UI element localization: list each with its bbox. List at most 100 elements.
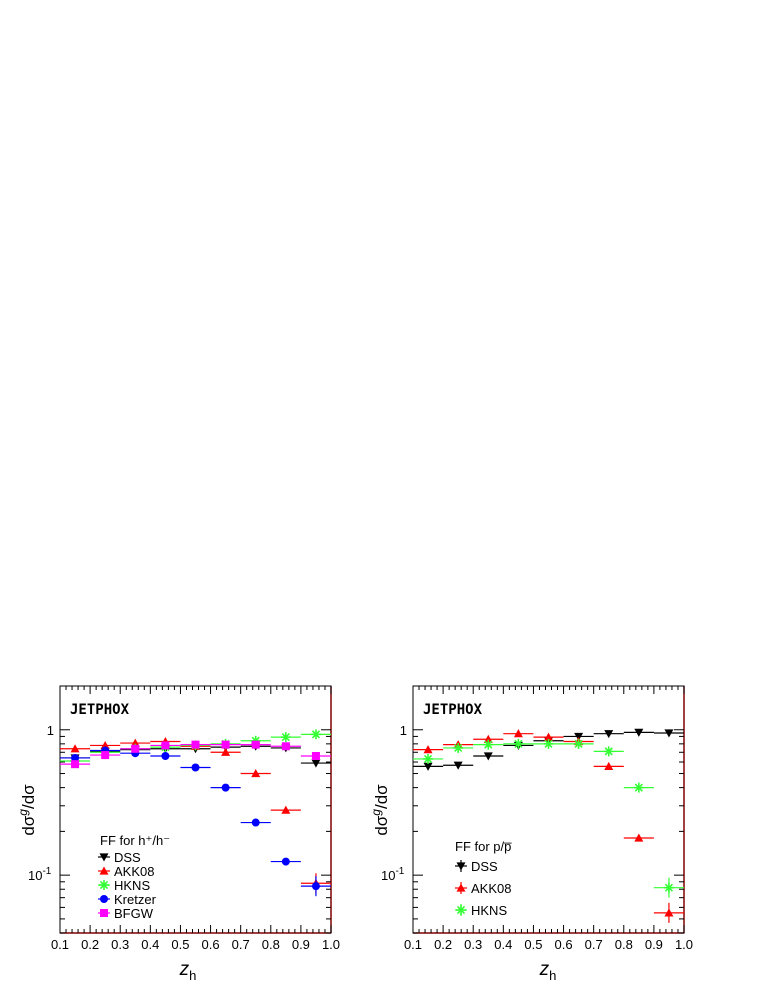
data-point — [100, 740, 110, 750]
data-point — [664, 729, 674, 738]
x-tick-label: 0.7 — [585, 937, 603, 952]
data-point — [161, 751, 170, 760]
x-axis-label: zh — [179, 959, 197, 983]
data-point — [281, 742, 290, 751]
data-point — [634, 833, 644, 842]
data-point — [543, 738, 554, 749]
legend-item-akk08: AKK08 — [455, 881, 511, 896]
legend-label: DSS — [471, 859, 498, 874]
plot-frame — [412, 685, 685, 934]
data-point — [483, 739, 494, 750]
data-point — [131, 744, 140, 753]
x-tick-label: 0.8 — [262, 937, 280, 952]
jetphox-tag: JETPHOX — [70, 702, 130, 718]
x-tick-label: 0.1 — [404, 937, 422, 952]
right-panel: JETPHOX 0.1 0.2 0.3 0.4 0.5 0.6 0.7 0.8 0.9 1.0 1… — [369, 685, 693, 983]
x-tick-label: 0.6 — [202, 937, 220, 952]
data-point — [251, 740, 260, 749]
data-point — [281, 857, 290, 866]
data-point — [634, 728, 644, 737]
y-axis: 10-1 1 — [28, 685, 331, 934]
x-tick-label: 0.2 — [81, 937, 99, 952]
plot-frame — [59, 685, 332, 934]
data-point — [423, 762, 433, 771]
y-tick-label: 10-1 — [28, 866, 52, 883]
y-tick-label: 1 — [400, 723, 407, 738]
x-axis: 0.1 0.2 0.3 0.4 0.5 0.6 0.7 0.8 0.9 1.0 — [51, 686, 340, 952]
legend-item-hkns: HKNS — [98, 878, 150, 893]
data-point — [310, 729, 321, 740]
data-point — [513, 738, 524, 749]
data-point — [191, 740, 200, 749]
x-tick-label: 0.1 — [51, 937, 69, 952]
data-point — [423, 753, 434, 764]
data-point — [574, 732, 584, 741]
x-tick-label: 0.5 — [171, 937, 189, 952]
legend-marker — [100, 895, 108, 903]
data-point — [604, 730, 614, 739]
jetphox-tag: JETPHOX — [423, 702, 483, 718]
data-point — [161, 741, 170, 750]
series-akk08 — [413, 729, 684, 923]
legend-item-dss: DSS — [98, 850, 141, 865]
legend-item-akk08: AKK08 — [98, 864, 154, 879]
x-axis: 0.1 0.2 0.3 0.4 0.5 0.6 0.7 0.8 0.9 1.0 — [404, 686, 693, 952]
x-tick-label: 0.4 — [141, 937, 159, 952]
legend-label: HKNS — [471, 903, 507, 918]
x-tick-label: 0.9 — [292, 937, 310, 952]
data-point — [281, 805, 291, 814]
legend-marker — [99, 880, 109, 890]
legend-item-kretzer: Kretzer — [98, 892, 157, 907]
x-tick-label: 1.0 — [322, 937, 340, 952]
data-point — [71, 753, 80, 762]
legend-marker — [100, 909, 108, 917]
data-point — [191, 763, 200, 772]
y-axis: 10-1 1 — [381, 685, 684, 934]
data-point — [453, 742, 464, 753]
legend-label: HKNS — [114, 878, 150, 893]
legend-marker — [456, 862, 466, 871]
x-tick-label: 0.5 — [524, 937, 542, 952]
legend-label: DSS — [114, 850, 141, 865]
legend-title: FF for h⁺/h⁻ — [100, 833, 170, 848]
data-point — [311, 759, 321, 768]
legend-marker — [456, 883, 466, 892]
y-tick-label: 1 — [47, 723, 54, 738]
data-point — [311, 882, 320, 891]
data-point — [251, 818, 260, 827]
data-point — [663, 882, 674, 893]
legend-marker — [99, 853, 109, 862]
data-point — [453, 761, 463, 770]
series-bfgw — [60, 740, 331, 769]
x-tick-label: 0.2 — [434, 937, 452, 952]
legend-marker — [456, 905, 466, 915]
x-tick-label: 0.7 — [232, 937, 250, 952]
data-point — [573, 738, 584, 749]
data-point — [544, 732, 553, 741]
data-point — [101, 751, 110, 760]
legend-title: FF for p/p̅ — [455, 839, 512, 854]
x-tick-label: 0.6 — [555, 937, 573, 952]
legend-item-hkns: HKNS — [455, 903, 507, 918]
data-point — [221, 783, 230, 792]
data-point — [423, 745, 433, 754]
x-axis-label: zh — [539, 959, 557, 983]
x-tick-label: 0.3 — [111, 937, 129, 952]
x-tick-label: 0.4 — [494, 937, 512, 952]
data-point — [311, 751, 320, 760]
data-point — [280, 732, 291, 743]
legend-label: AKK08 — [471, 881, 511, 896]
legend: FF for p/p̅ DSS AKK08 HKNS — [455, 839, 512, 918]
data-point — [251, 769, 261, 778]
data-point — [483, 752, 493, 761]
x-tick-label: 0.3 — [464, 937, 482, 952]
y-axis-label: dσg/dσ — [369, 784, 391, 836]
data-point — [221, 747, 231, 756]
data-point — [130, 738, 140, 747]
y-tick-label: 10-1 — [381, 866, 405, 883]
series-layer — [413, 728, 684, 923]
x-tick-label: 0.9 — [645, 937, 663, 952]
data-point — [70, 744, 80, 753]
legend-label: BFGW — [114, 906, 154, 921]
